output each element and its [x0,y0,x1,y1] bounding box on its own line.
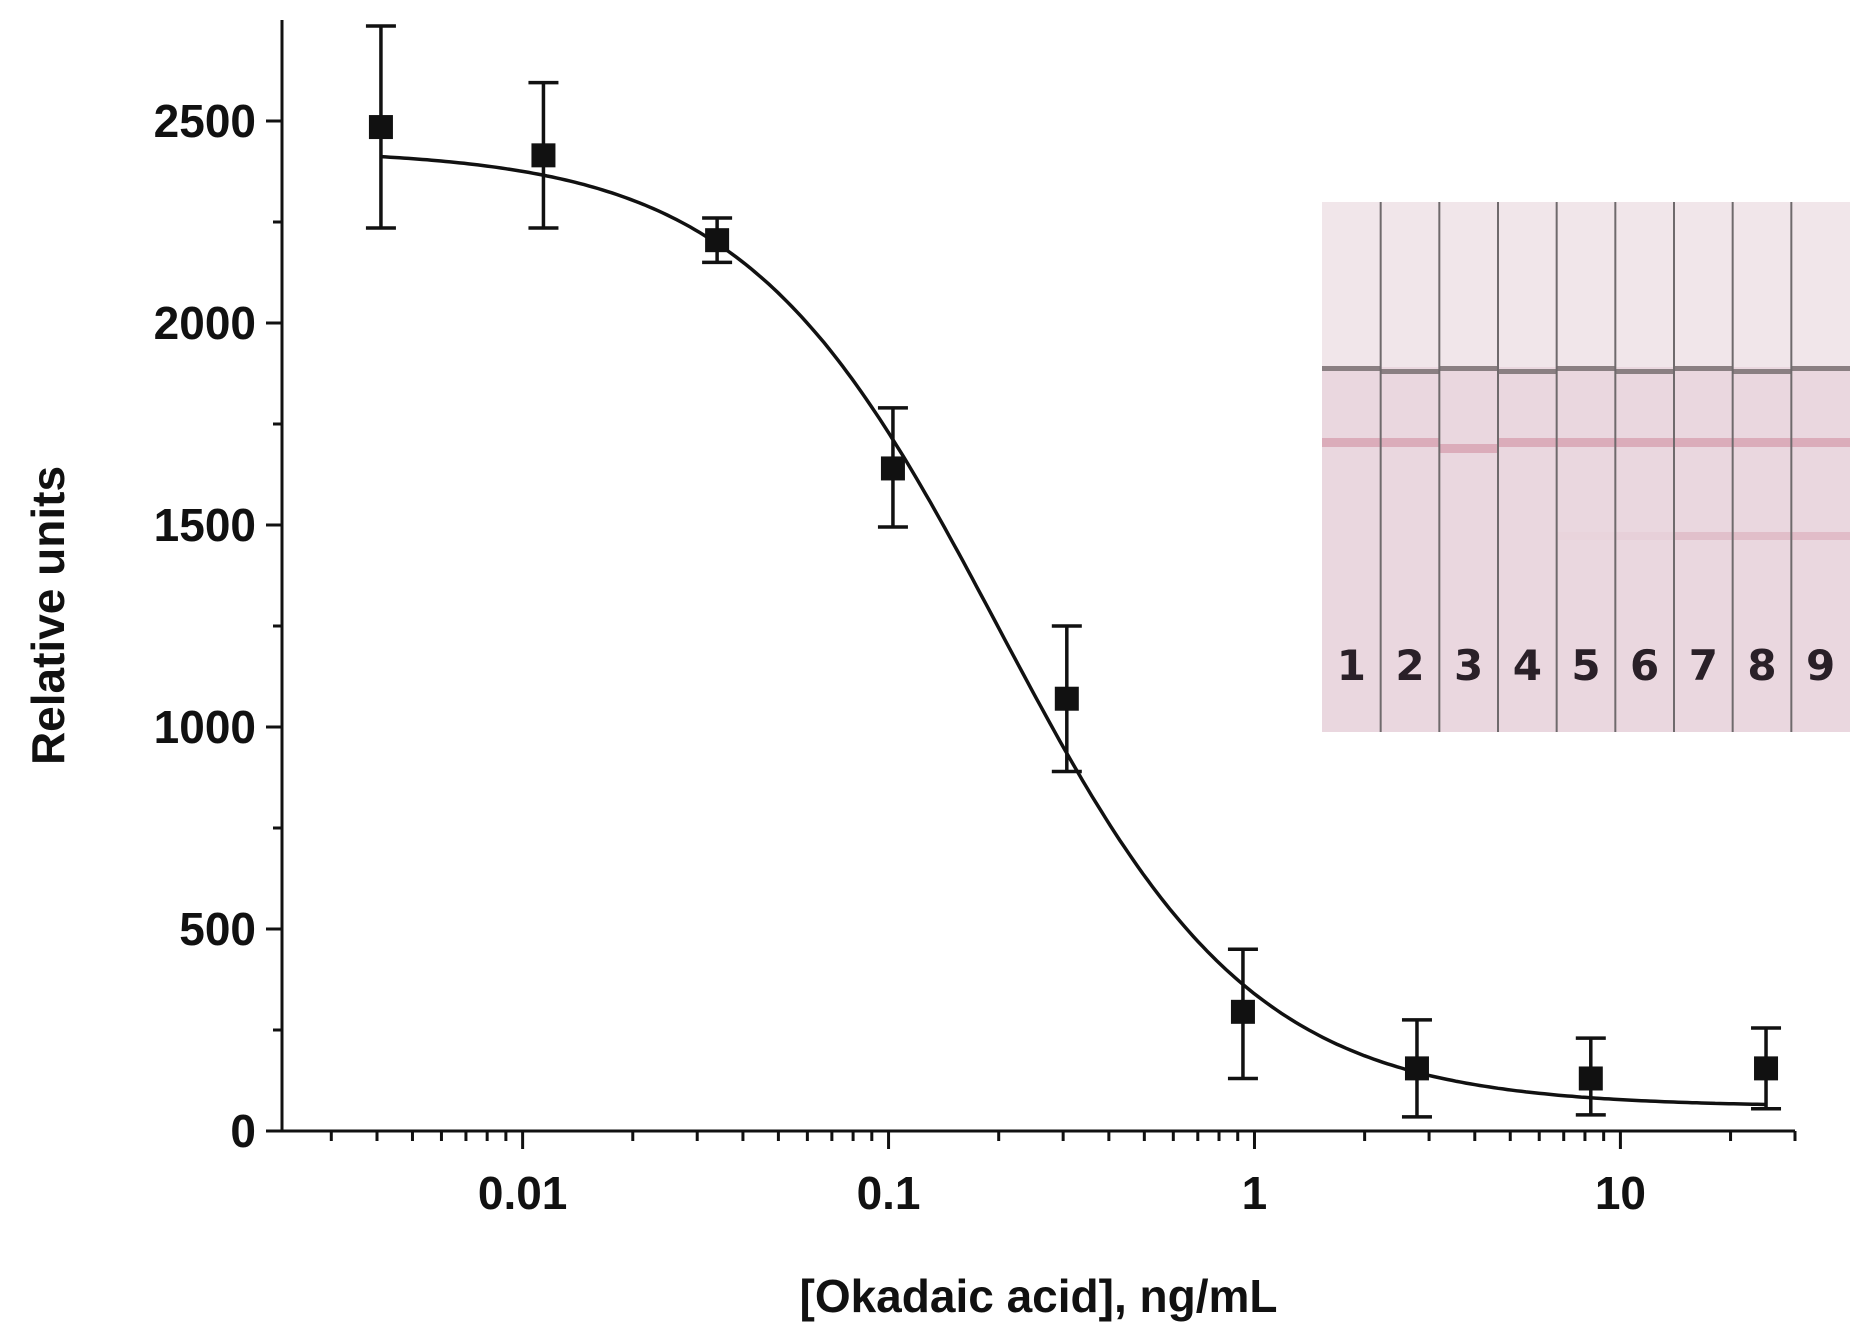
strip-lane-label: 1 [1337,641,1366,690]
x-tick-label: 0.01 [478,1167,568,1219]
x-axis-title: [Okadaic acid], ng/mL [800,1270,1278,1322]
strip-line-2 [1615,532,1674,540]
strip-control-line [1439,366,1498,371]
strip-control-line [1322,366,1381,371]
strip-lane: 4 [1497,202,1557,732]
strip-line-2 [1791,532,1850,540]
data-point-marker [1754,1056,1779,1081]
strip-lane: 2 [1379,202,1440,732]
data-point-marker [368,115,393,140]
y-tick-label: 2000 [154,297,256,349]
data-point-group [528,80,559,230]
data-point-marker [880,456,905,481]
fit-curve [380,154,1767,1107]
strip-line-1 [1615,438,1674,447]
strip-lane-label: 9 [1806,641,1835,690]
y-tick-label: 1500 [154,499,256,551]
strip-line-1 [1674,438,1733,447]
strip-lane: 7 [1673,202,1733,732]
strip-control-line [1674,366,1733,371]
strip-line-1 [1732,438,1792,447]
strip-lane-label: 3 [1454,641,1483,690]
strip-lane: 5 [1555,202,1616,732]
strip-lane: 3 [1438,202,1498,732]
strip-lane: 9 [1790,202,1850,732]
strip-control-line [1615,369,1674,374]
strip-control-line [1380,369,1440,374]
strip-lane: 8 [1731,202,1792,732]
strip-control-line [1556,366,1616,371]
strip-line-2 [1556,532,1616,540]
strip-lane: 6 [1614,202,1674,732]
strip-line-1 [1498,438,1557,447]
data-points-layer [365,24,1782,1119]
data-point-group [1401,1018,1432,1119]
data-point-group [365,24,396,230]
inset-pad-area [1322,202,1850,367]
y-axis-ticks: 0 500 1000 1500 2000 2500 [154,95,282,1157]
data-point-group [1575,1036,1606,1117]
strip-control-line [1732,369,1792,374]
strip-line-1 [1322,438,1381,447]
strip-lane-label: 2 [1395,641,1424,690]
strip-lane-label: 8 [1747,641,1776,690]
strip-line-1 [1439,444,1498,453]
strip-line-2 [1674,532,1733,540]
x-tick-label: 0.1 [857,1167,921,1219]
y-tick-label: 2500 [154,95,256,147]
x-tick-label: 1 [1242,1167,1268,1219]
y-tick-label: 500 [179,903,256,955]
strip-lane-label: 4 [1513,641,1542,690]
data-point-marker [705,228,730,253]
data-point-marker [1230,999,1255,1024]
data-point-marker [1054,686,1079,711]
data-point-group [1751,1026,1782,1111]
strip-line-1 [1556,438,1616,447]
axes: 0 500 1000 1500 2000 2500 0.01 0.1 1 10 [154,20,1797,1219]
y-tick-label: 0 [230,1105,256,1157]
x-axis-ticks: 0.01 0.1 1 10 [329,1131,1797,1219]
data-point-marker [531,143,556,168]
strip-lane-label: 7 [1689,641,1718,690]
data-point-marker [1578,1066,1603,1091]
x-tick-label: 10 [1595,1167,1646,1219]
strip-line-1 [1791,438,1850,447]
data-point-marker [1404,1056,1429,1081]
strip-lane: 1 [1322,366,1381,690]
strip-control-line [1791,366,1850,371]
data-point-group [1051,624,1082,774]
fit-curve-layer [380,154,1767,1107]
strip-line-1 [1380,438,1440,447]
strip-lane-label: 5 [1571,641,1600,690]
y-axis-title: Relative units [22,466,74,765]
strip-lane-label: 6 [1630,641,1659,690]
strip-control-line [1498,369,1557,374]
strip-line-2 [1732,532,1792,540]
y-tick-label: 1000 [154,701,256,753]
data-point-group [1227,947,1258,1081]
data-point-group [877,406,908,529]
data-point-group [702,216,733,265]
